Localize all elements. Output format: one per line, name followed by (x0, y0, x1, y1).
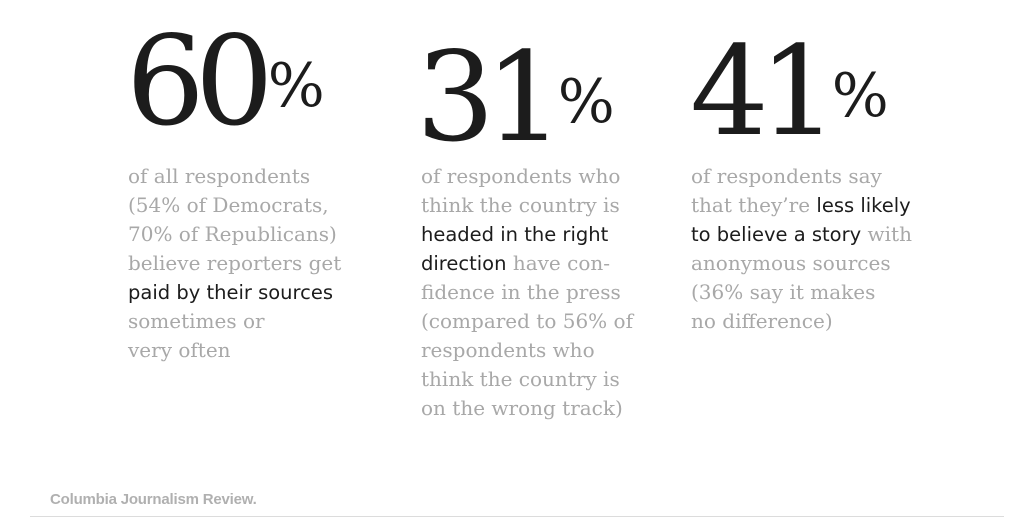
description-text: on the wrong track) (421, 396, 623, 420)
description-line: that they’re less likely (691, 191, 941, 220)
percent-sign: % (267, 51, 325, 121)
description-line: headed in the right (421, 220, 671, 249)
stat-block-60: 60% (126, 20, 325, 170)
highlight-text: direction (421, 252, 507, 275)
description-text: no difference) (691, 309, 833, 333)
description-line: of respondents say (691, 162, 941, 191)
description-text: sometimes or (128, 309, 265, 333)
description-line: paid by their sources (128, 278, 378, 307)
stat-block-31: 31% (416, 20, 615, 170)
description-line: anonymous sources (691, 249, 941, 278)
description-line: of all respondents (128, 162, 378, 191)
description-text: have con- (506, 251, 611, 275)
stat-number: 60 (126, 10, 274, 154)
description-line: no difference) (691, 307, 941, 336)
stat-number: 31 (416, 26, 564, 170)
description-line: fidence in the press (421, 278, 671, 307)
description-line: (54% of Democrats, (128, 191, 378, 220)
footer-divider (30, 516, 1004, 517)
publication-brand: Columbia Journalism Review. (50, 491, 257, 508)
description-line: direction have con- (421, 249, 671, 278)
description-text: with (861, 222, 912, 246)
description-line: believe reporters get (128, 249, 378, 278)
stat-headline: 41% (690, 20, 889, 170)
highlight-text: paid by their sources (128, 281, 333, 304)
stat-block-41: 41% (690, 20, 889, 170)
description-text: (54% of Democrats, (128, 193, 329, 217)
description-line: of respondents who (421, 162, 671, 191)
description-text: of respondents say (691, 164, 882, 188)
highlight-text: less likely (816, 194, 911, 217)
description-text: think the country is (421, 367, 620, 391)
stat-description: of respondents who think the country is he… (421, 162, 671, 423)
description-line: think the country is (421, 191, 671, 220)
highlight-text: to believe a story (691, 223, 862, 246)
description-text: anonymous sources (691, 251, 891, 275)
description-text: believe reporters get (128, 251, 342, 275)
stat-headline: 31% (416, 20, 615, 170)
description-line: (compared to 56% of (421, 307, 671, 336)
description-text: (compared to 56% of (421, 309, 633, 333)
highlight-text: headed in the right (421, 223, 609, 246)
description-line: very often (128, 336, 378, 365)
description-text: of all respondents (128, 164, 311, 188)
description-text: fidence in the press (421, 280, 621, 304)
description-text: respondents who (421, 338, 595, 362)
stat-description: of all respondents (54% of Democrats, 70% … (128, 162, 378, 365)
description-line: respondents who (421, 336, 671, 365)
stat-description: of respondents say that they’re less like… (691, 162, 941, 336)
description-line: on the wrong track) (421, 394, 671, 423)
stat-number: 41 (690, 20, 838, 164)
description-line: 70% of Republicans) (128, 220, 378, 249)
description-text: 70% of Republicans) (128, 222, 337, 246)
description-text: (36% say it makes (691, 280, 876, 304)
description-text: of respondents who (421, 164, 621, 188)
stat-headline: 60% (126, 20, 325, 170)
description-line: to believe a story with (691, 220, 941, 249)
description-text: that they’re (691, 193, 817, 217)
description-text: think the country is (421, 193, 620, 217)
description-text: very often (128, 338, 231, 362)
percent-sign: % (831, 61, 889, 131)
description-line: (36% say it makes (691, 278, 941, 307)
description-line: think the country is (421, 365, 671, 394)
description-line: sometimes or (128, 307, 378, 336)
percent-sign: % (557, 67, 615, 137)
